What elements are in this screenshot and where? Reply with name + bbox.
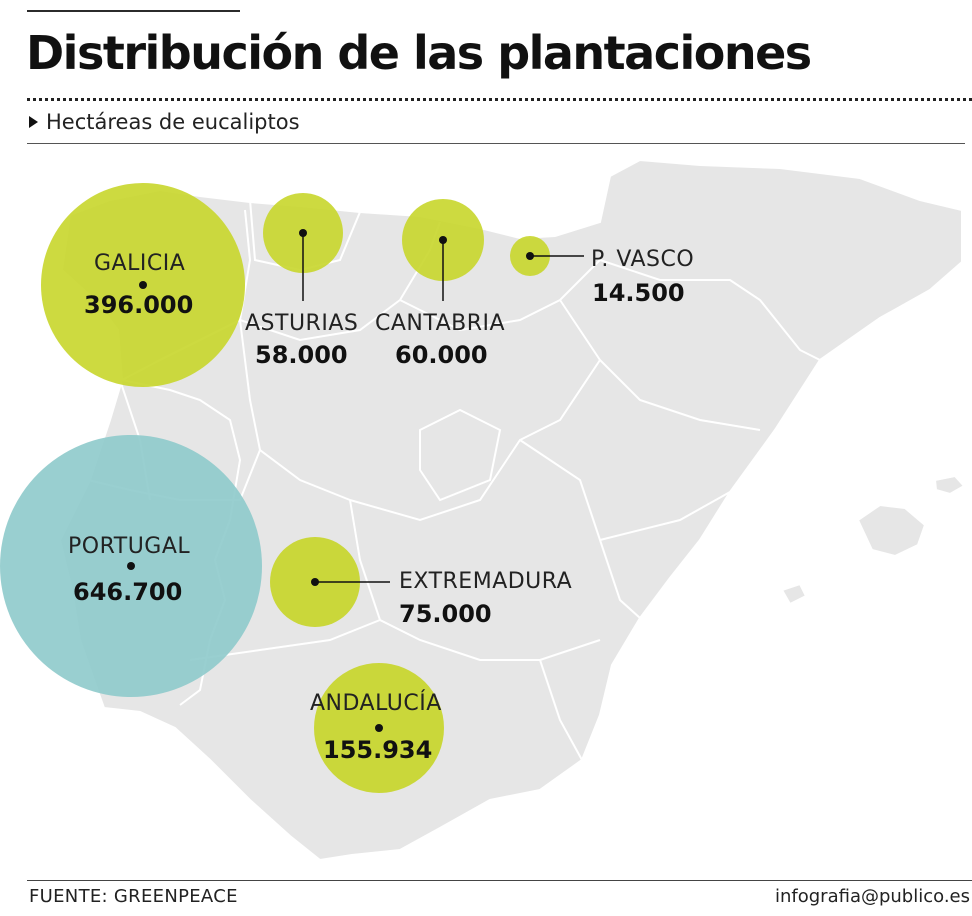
label-cantabria-value: 60.000 (395, 341, 488, 369)
label-extremadura-value: 75.000 (399, 600, 492, 628)
triangle-bullet-icon (29, 116, 38, 128)
center-dots (127, 229, 534, 732)
dotted-divider (27, 98, 972, 101)
label-andalucia-name: ANDALUCÍA (310, 691, 442, 716)
leader-lines (302, 233, 584, 583)
credit-note: infografia@publico.es (774, 886, 970, 907)
chart-subtitle: Hectáreas de eucaliptos (46, 110, 300, 134)
label-galicia-name: GALICIA (94, 251, 186, 276)
label-asturias-value: 58.000 (255, 341, 348, 369)
footer-divider (27, 880, 972, 881)
label-portugal-value: 646.700 (73, 578, 183, 606)
label-andalucia-value: 155.934 (323, 736, 433, 764)
label-galicia-value: 396.000 (84, 291, 194, 319)
label-pvasco-value: 14.500 (592, 279, 685, 307)
label-asturias-name: ASTURIAS (245, 311, 359, 336)
mallorca-island (856, 503, 927, 558)
ibiza-island (780, 582, 808, 606)
label-portugal-name: PORTUGAL (68, 534, 191, 559)
top-rule (27, 10, 240, 12)
subtitle-divider (27, 143, 965, 144)
label-pvasco-name: P. VASCO (591, 247, 695, 272)
menorca-island (933, 474, 966, 496)
label-extremadura-name: EXTREMADURA (399, 569, 573, 594)
chart-title: Distribución de las plantaciones (26, 26, 812, 80)
subtitle-row: Hectáreas de eucaliptos (29, 108, 300, 136)
label-cantabria-name: CANTABRIA (375, 311, 506, 336)
source-note: FUENTE: GREENPEACE (29, 886, 238, 907)
